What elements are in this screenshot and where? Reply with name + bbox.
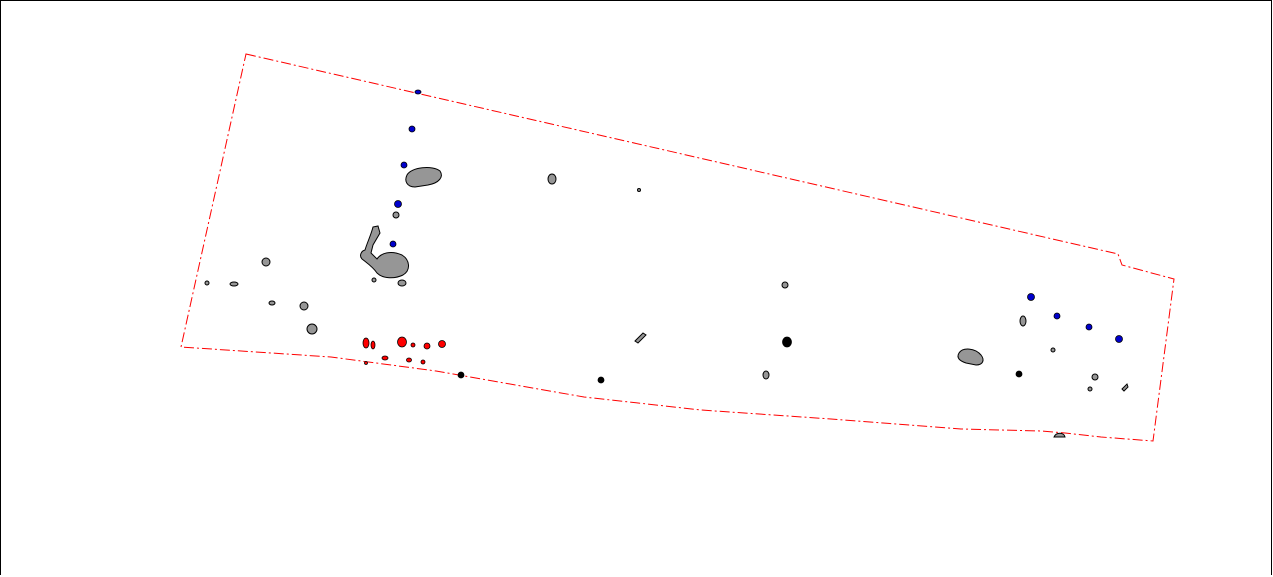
blue-feature [394, 200, 402, 208]
black-feature [457, 371, 465, 379]
grey-feature [1091, 373, 1099, 381]
red-feature [397, 336, 407, 348]
grey-feature [1019, 315, 1027, 327]
blue-feature [414, 89, 422, 95]
blue-features [389, 89, 1123, 343]
red-feature [410, 342, 416, 348]
red-feature [423, 342, 431, 350]
red-feature [362, 337, 370, 349]
grey-feature [547, 173, 557, 185]
grey-feature [392, 211, 400, 219]
grey-feature [1053, 432, 1066, 438]
blue-feature [1085, 323, 1093, 331]
grey-feature [405, 167, 442, 188]
black-feature [782, 336, 792, 348]
blue-feature [389, 240, 397, 248]
red-feature [381, 355, 389, 361]
blue-feature [408, 125, 416, 133]
grey-feature [360, 225, 409, 279]
grey-feature [397, 279, 407, 287]
grey-features [204, 167, 1129, 438]
black-feature [597, 376, 605, 384]
red-feature [420, 359, 426, 365]
grey-feature [781, 281, 789, 289]
site-boundary [180, 53, 1175, 442]
grey-feature [371, 277, 377, 283]
black-features [457, 336, 1023, 384]
grey-feature [299, 301, 309, 311]
grey-feature [634, 332, 647, 344]
grey-feature [268, 300, 276, 306]
red-feature [406, 357, 412, 363]
grey-feature [261, 257, 271, 267]
red-feature [364, 361, 368, 365]
blue-feature [1027, 293, 1035, 301]
grey-feature [762, 370, 770, 380]
grey-feature [1050, 347, 1056, 353]
red-features [362, 336, 446, 365]
red-feature [370, 340, 376, 350]
grey-feature [229, 281, 239, 287]
red-feature [438, 340, 446, 348]
black-feature [1015, 370, 1023, 378]
grey-feature [306, 323, 318, 335]
blue-feature [1115, 335, 1123, 343]
blue-feature [400, 161, 408, 169]
grey-feature [204, 280, 210, 286]
blue-feature [1053, 312, 1061, 320]
grey-feature [1121, 383, 1129, 392]
grey-feature [957, 348, 984, 366]
grey-feature [637, 188, 641, 192]
grey-feature [1087, 386, 1093, 392]
